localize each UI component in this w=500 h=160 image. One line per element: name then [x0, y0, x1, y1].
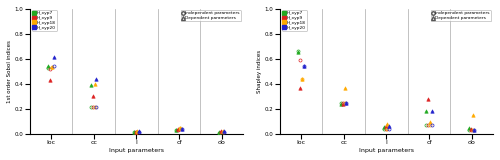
Legend: Independent parameters, Dependent parameters: Independent parameters, Dependent parame… [180, 10, 241, 21]
Y-axis label: 1st order Sobol indices: 1st order Sobol indices [7, 40, 12, 103]
X-axis label: Input parameters: Input parameters [109, 148, 164, 153]
X-axis label: Input parameters: Input parameters [359, 148, 414, 153]
Y-axis label: Shapley indices: Shapley indices [257, 50, 262, 93]
Legend: Independent parameters, Dependent parameters: Independent parameters, Dependent parame… [430, 10, 491, 21]
